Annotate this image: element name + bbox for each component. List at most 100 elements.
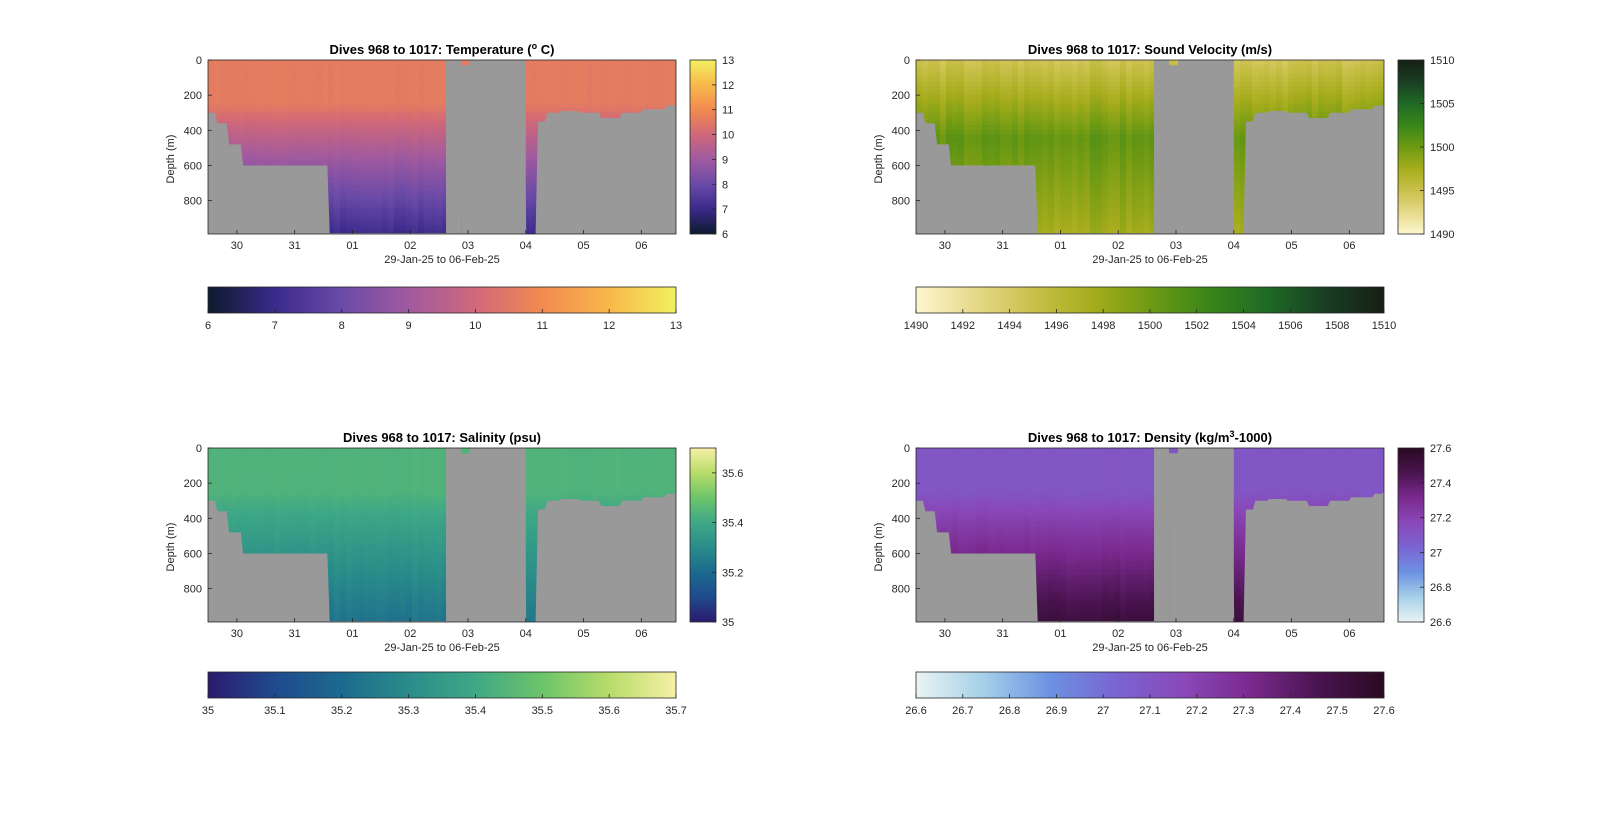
heat-cell bbox=[664, 68, 671, 74]
heat-cell bbox=[406, 68, 413, 74]
heat-cell bbox=[592, 94, 599, 100]
heat-cell bbox=[1138, 86, 1145, 92]
heat-cell bbox=[1144, 112, 1151, 118]
heat-cell bbox=[532, 129, 539, 135]
heat-cell bbox=[916, 103, 923, 109]
heat-cell bbox=[382, 133, 389, 139]
heat-cell bbox=[466, 60, 473, 65]
heat-cell bbox=[406, 73, 413, 78]
heat-cell bbox=[1000, 99, 1007, 105]
heat-cell bbox=[214, 99, 221, 105]
heat-cell bbox=[646, 81, 653, 87]
heat-cell bbox=[550, 90, 557, 96]
heat-cell bbox=[286, 68, 293, 74]
heat-cell bbox=[322, 155, 329, 161]
heat-cell bbox=[544, 73, 551, 78]
heat-cell bbox=[400, 190, 407, 196]
heat-cell bbox=[1066, 86, 1073, 92]
heat-cell bbox=[1012, 73, 1019, 78]
heat-cell bbox=[226, 103, 233, 109]
heat-cell bbox=[658, 81, 665, 87]
heat-cell bbox=[616, 81, 623, 87]
heat-cell bbox=[652, 86, 659, 92]
heat-cell bbox=[364, 99, 371, 105]
heat-cell bbox=[1120, 155, 1127, 161]
heat-cell bbox=[1036, 207, 1043, 213]
heat-cell bbox=[328, 203, 335, 209]
heat-cell bbox=[1144, 60, 1151, 65]
heat-cell bbox=[376, 164, 383, 170]
heat-cell bbox=[1102, 73, 1109, 78]
heat-cell bbox=[436, 64, 443, 70]
heat-cell bbox=[1060, 99, 1067, 105]
heat-cell bbox=[1078, 203, 1085, 209]
heat-cell bbox=[1006, 133, 1013, 139]
heat-cell bbox=[328, 216, 335, 222]
heat-cell bbox=[1084, 212, 1091, 218]
heat-cell bbox=[538, 103, 545, 109]
heat-cell bbox=[376, 77, 383, 83]
heat-cell bbox=[1066, 220, 1073, 226]
heat-cell bbox=[286, 107, 293, 113]
heat-cell bbox=[1072, 216, 1079, 222]
heat-cell bbox=[406, 207, 413, 213]
heat-cell bbox=[1126, 107, 1133, 113]
heat-cell bbox=[334, 186, 341, 192]
heat-cell bbox=[1042, 81, 1049, 87]
heat-cell bbox=[1090, 138, 1097, 144]
heat-cell bbox=[532, 220, 539, 226]
heat-cell bbox=[1090, 99, 1097, 105]
heat-cell bbox=[1126, 94, 1133, 100]
heat-cell bbox=[292, 99, 299, 105]
heat-cell bbox=[376, 64, 383, 70]
heat-cell bbox=[544, 60, 551, 65]
heat-cell bbox=[388, 138, 395, 144]
heat-cell bbox=[268, 138, 275, 144]
heat-cell bbox=[244, 94, 251, 100]
heat-cell bbox=[418, 81, 425, 87]
heat-cell bbox=[424, 194, 431, 200]
heat-cell bbox=[940, 86, 947, 92]
heat-cell bbox=[1108, 116, 1115, 122]
heat-cell bbox=[550, 77, 557, 83]
heat-cell bbox=[358, 64, 365, 70]
heat-cell bbox=[436, 147, 443, 152]
heat-cell bbox=[376, 120, 383, 126]
heat-cell bbox=[430, 73, 437, 78]
heat-cell bbox=[1060, 107, 1067, 113]
heat-cell bbox=[280, 90, 287, 96]
heat-cell bbox=[394, 68, 401, 74]
heat-cell bbox=[304, 147, 311, 152]
heat-cell bbox=[1072, 112, 1079, 118]
heat-cell bbox=[1042, 207, 1049, 213]
heat-cell bbox=[1060, 116, 1067, 122]
heat-cell bbox=[1072, 77, 1079, 83]
heat-cell bbox=[1072, 103, 1079, 109]
heat-cell bbox=[652, 81, 659, 87]
heat-cell bbox=[352, 142, 359, 148]
heat-cell bbox=[1102, 160, 1109, 165]
heat-cell bbox=[298, 77, 305, 83]
heat-cell bbox=[1066, 81, 1073, 87]
heat-cell bbox=[934, 94, 941, 100]
heat-cell bbox=[574, 107, 581, 113]
heat-cell bbox=[1132, 77, 1139, 83]
heat-cell bbox=[286, 129, 293, 135]
heat-cell bbox=[352, 164, 359, 170]
heat-cell bbox=[1000, 142, 1007, 148]
heat-cell bbox=[928, 86, 935, 92]
heat-cell bbox=[958, 120, 965, 126]
heat-cell bbox=[616, 64, 623, 70]
heat-cell bbox=[1012, 116, 1019, 122]
heat-cell bbox=[1048, 60, 1055, 65]
heat-cell bbox=[346, 107, 353, 113]
heat-cell bbox=[376, 186, 383, 192]
colorbar-tick-label: 12 bbox=[722, 80, 734, 92]
heat-cell bbox=[586, 68, 593, 74]
heat-cell bbox=[1120, 133, 1127, 139]
heat-cell bbox=[556, 107, 563, 113]
heat-cell bbox=[406, 116, 413, 122]
heat-cell bbox=[442, 107, 449, 113]
heat-cell bbox=[946, 138, 953, 144]
heat-cell bbox=[532, 73, 539, 78]
